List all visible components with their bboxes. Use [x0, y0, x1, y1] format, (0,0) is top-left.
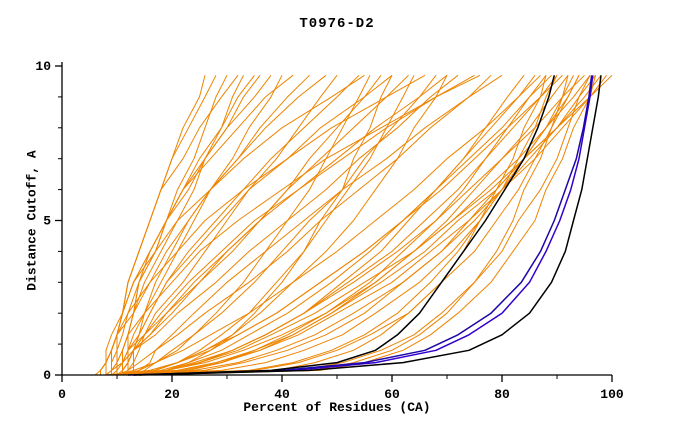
x-tick-label: 100 [600, 387, 624, 402]
series-line-m11 [133, 74, 327, 375]
series-line-m46 [122, 75, 580, 376]
series-line-m37 [116, 74, 607, 376]
series-line-m16 [127, 74, 393, 375]
series-line-blue-a [133, 75, 594, 376]
series-line-m47 [133, 75, 596, 376]
series-line-m20 [122, 74, 448, 375]
series-line-m35 [122, 74, 596, 376]
y-tick-label: 5 [43, 214, 51, 229]
series-line-m33 [127, 74, 585, 376]
series-line-m09 [116, 74, 310, 375]
series-line-m22 [127, 74, 475, 375]
series-line-m45 [138, 75, 591, 376]
series-line-m30 [122, 74, 558, 376]
series-line-m04 [116, 74, 239, 375]
series-line-m44 [116, 75, 569, 376]
series-line-m39 [111, 75, 574, 376]
x-tick-label: 60 [384, 387, 400, 402]
series-line-m24 [138, 74, 503, 375]
x-tick-label: 40 [274, 387, 290, 402]
series-line-m48 [111, 75, 558, 376]
x-axis-label: Percent of Residues (CA) [243, 400, 431, 415]
series-line-m06 [122, 74, 272, 375]
series-line-m38 [127, 74, 613, 376]
series-line-m42 [116, 74, 541, 376]
series-line-m49 [116, 75, 371, 376]
x-tick-label: 20 [164, 387, 180, 402]
series-line-m08 [127, 74, 294, 375]
chart-title: T0976-D2 [299, 16, 375, 32]
series-line-black-b [138, 75, 602, 376]
series-line-m25 [111, 74, 365, 375]
series-line-m21 [105, 74, 459, 376]
series-line-m12 [100, 74, 261, 375]
series-line-black-a [133, 75, 556, 376]
series-line-m18 [111, 74, 426, 375]
series-line-m34 [105, 74, 591, 376]
series-line-blue-b [127, 75, 593, 376]
series-line-m52 [122, 75, 393, 376]
series-line-m51 [105, 75, 448, 376]
series-line-m23 [116, 74, 492, 376]
x-tick-label: 0 [58, 387, 66, 402]
series-line-m14 [122, 74, 360, 375]
series-line-m28 [127, 74, 536, 376]
series-line-m10 [94, 75, 244, 376]
y-tick-label: 0 [43, 368, 51, 383]
y-tick-label: 10 [35, 59, 51, 74]
series-line-m26 [122, 74, 481, 375]
series-line-m43 [127, 75, 547, 376]
x-tick-label: 80 [494, 387, 510, 402]
